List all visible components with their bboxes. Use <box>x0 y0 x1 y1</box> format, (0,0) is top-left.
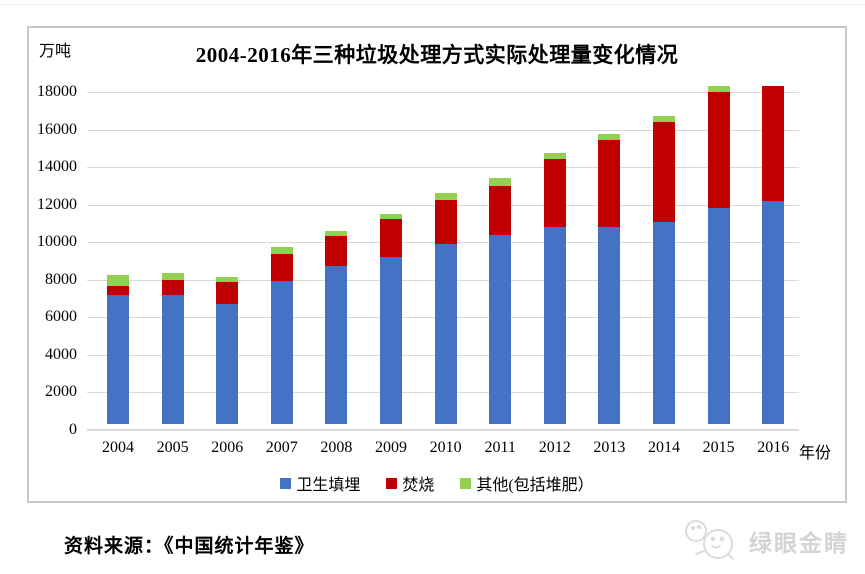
bar-2015-segment-焚烧 <box>707 92 730 209</box>
bar-2013-segment-焚烧 <box>598 139 621 227</box>
y-tick-label-6000: 6000 <box>45 308 77 326</box>
x-tick-label-2008: 2008 <box>320 439 353 456</box>
bar-2008 <box>325 230 348 424</box>
bar-2015 <box>707 85 730 424</box>
x-tick-label-2016: 2016 <box>757 439 790 456</box>
legend-label-其他(包括堆肥）: 其他(包括堆肥） <box>476 477 594 494</box>
bar-2005 <box>161 272 184 424</box>
bar-2015-segment-其他(包括堆肥） <box>707 85 730 93</box>
bar-2005-segment-焚烧 <box>161 280 184 296</box>
bar-2011-segment-焚烧 <box>489 186 512 236</box>
y-tick-label-16000: 16000 <box>37 120 77 138</box>
y-tick-label-0: 0 <box>69 421 77 438</box>
bar-2004 <box>107 274 129 424</box>
x-tick-label-2014: 2014 <box>648 439 680 456</box>
x-tick-label-2009: 2009 <box>375 439 407 456</box>
x-tick-label-2013: 2013 <box>593 439 626 456</box>
y-tick-label-12000: 12000 <box>37 195 77 213</box>
y-axis-unit-label: 万吨 <box>39 43 72 60</box>
bar-2011-segment-卫生填埋 <box>489 235 512 424</box>
gridline-14000 <box>87 167 799 169</box>
legend-label-焚烧: 焚烧 <box>402 477 435 494</box>
bar-2012-segment-其他(包括堆肥） <box>543 152 566 160</box>
bar-2007-segment-卫生填埋 <box>270 280 293 424</box>
bar-2007-segment-其他(包括堆肥） <box>270 246 293 254</box>
bar-2008-segment-焚烧 <box>325 236 348 266</box>
legend: 卫生填埋 焚烧 其他(包括堆肥） <box>29 471 845 495</box>
watermark: 绿眼金睛 <box>679 515 849 567</box>
gridline-18000 <box>87 92 799 93</box>
gridline-16000 <box>87 129 799 131</box>
legend-swatch-卫生填埋 <box>280 477 292 489</box>
y-tick-label-18000: 18000 <box>37 83 77 100</box>
watermark-text: 绿眼金睛 <box>749 530 849 556</box>
bar-2006-segment-焚烧 <box>216 282 239 304</box>
eye-doodle-logo <box>685 520 734 560</box>
bar-2016-segment-卫生填埋 <box>762 201 785 424</box>
legend-swatch-其他(包括堆肥） <box>460 477 472 489</box>
bar-2007-segment-焚烧 <box>270 253 293 281</box>
bar-2015-segment-卫生填埋 <box>707 208 730 424</box>
bar-2004-segment-其他(包括堆肥） <box>107 274 129 287</box>
bar-2006 <box>216 276 239 424</box>
y-tick-label-2000: 2000 <box>45 383 77 401</box>
y-tick-label-14000: 14000 <box>37 158 77 176</box>
bar-2008-segment-卫生填埋 <box>325 265 348 424</box>
bar-2012 <box>543 152 566 424</box>
top-divider <box>0 4 865 5</box>
x-tick-label-2007: 2007 <box>265 439 298 456</box>
bar-2007 <box>270 246 293 424</box>
y-tick-label-10000: 10000 <box>37 233 77 251</box>
bar-2006-segment-卫生填埋 <box>216 303 239 424</box>
bar-2004-segment-卫生填埋 <box>107 294 129 424</box>
bar-2009-segment-焚烧 <box>380 218 402 257</box>
x-tick-label-2010: 2010 <box>429 439 462 456</box>
bar-2009 <box>380 213 402 424</box>
x-axis-label: 年份 <box>799 445 832 462</box>
bar-2014-segment-焚烧 <box>653 122 675 223</box>
bar-2011 <box>489 178 512 424</box>
bar-2013-segment-其他(包括堆肥） <box>598 133 621 140</box>
bar-2010-segment-卫生填埋 <box>434 243 457 424</box>
bar-2013-segment-卫生填埋 <box>598 226 621 424</box>
bar-2014-segment-其他(包括堆肥） <box>653 116 675 123</box>
bar-2012-segment-焚烧 <box>543 159 566 227</box>
x-tick-label-2012: 2012 <box>538 439 571 456</box>
bar-2014-segment-卫生填埋 <box>653 222 675 424</box>
x-tick-label-2011: 2011 <box>484 439 516 456</box>
y-tick-label-4000: 4000 <box>45 345 77 363</box>
bar-2012-segment-卫生填埋 <box>543 226 566 424</box>
legend-label-卫生填埋: 卫生填埋 <box>296 477 361 494</box>
legend-item-焚烧: 焚烧 <box>386 471 434 495</box>
bar-2016 <box>762 86 785 424</box>
source-note: 资料来源：《中国统计年鉴》 <box>64 536 315 557</box>
x-tick-label-2015: 2015 <box>702 439 735 456</box>
legend-item-卫生填埋: 卫生填埋 <box>280 471 360 495</box>
y-tick-label-8000: 8000 <box>45 270 77 288</box>
x-tick-label-2005: 2005 <box>156 439 189 456</box>
legend-item-其他(包括堆肥）: 其他(包括堆肥） <box>460 471 594 495</box>
x-tick-label-2004: 2004 <box>102 439 134 456</box>
bar-2010-segment-焚烧 <box>434 200 457 244</box>
bar-2005-segment-其他(包括堆肥） <box>161 272 184 281</box>
bar-2014 <box>653 116 675 424</box>
legend-swatch-焚烧 <box>386 477 398 489</box>
bar-2009-segment-其他(包括堆肥） <box>380 213 402 219</box>
bar-2013 <box>598 133 621 424</box>
bar-2010-segment-其他(包括堆肥） <box>434 193 457 201</box>
bar-2004-segment-焚烧 <box>107 286 129 295</box>
x-axis-baseline <box>87 429 799 431</box>
bar-2005-segment-卫生填埋 <box>161 295 184 424</box>
x-tick-label-2006: 2006 <box>211 439 244 456</box>
chart-frame: 2004-2016年三种垃圾处理方式实际处理量变化情况 万吨 0 2000 4000… <box>27 26 847 503</box>
bar-2010 <box>434 193 457 424</box>
bar-2016-segment-焚烧 <box>762 86 785 202</box>
bar-2011-segment-其他(包括堆肥） <box>489 178 512 187</box>
bar-2009-segment-卫生填埋 <box>380 256 402 424</box>
bar-2006-segment-其他(包括堆肥） <box>216 276 239 283</box>
chart-title: 2004-2016年三种垃圾处理方式实际处理量变化情况 <box>195 43 679 67</box>
bar-2008-segment-其他(包括堆肥） <box>325 230 348 237</box>
